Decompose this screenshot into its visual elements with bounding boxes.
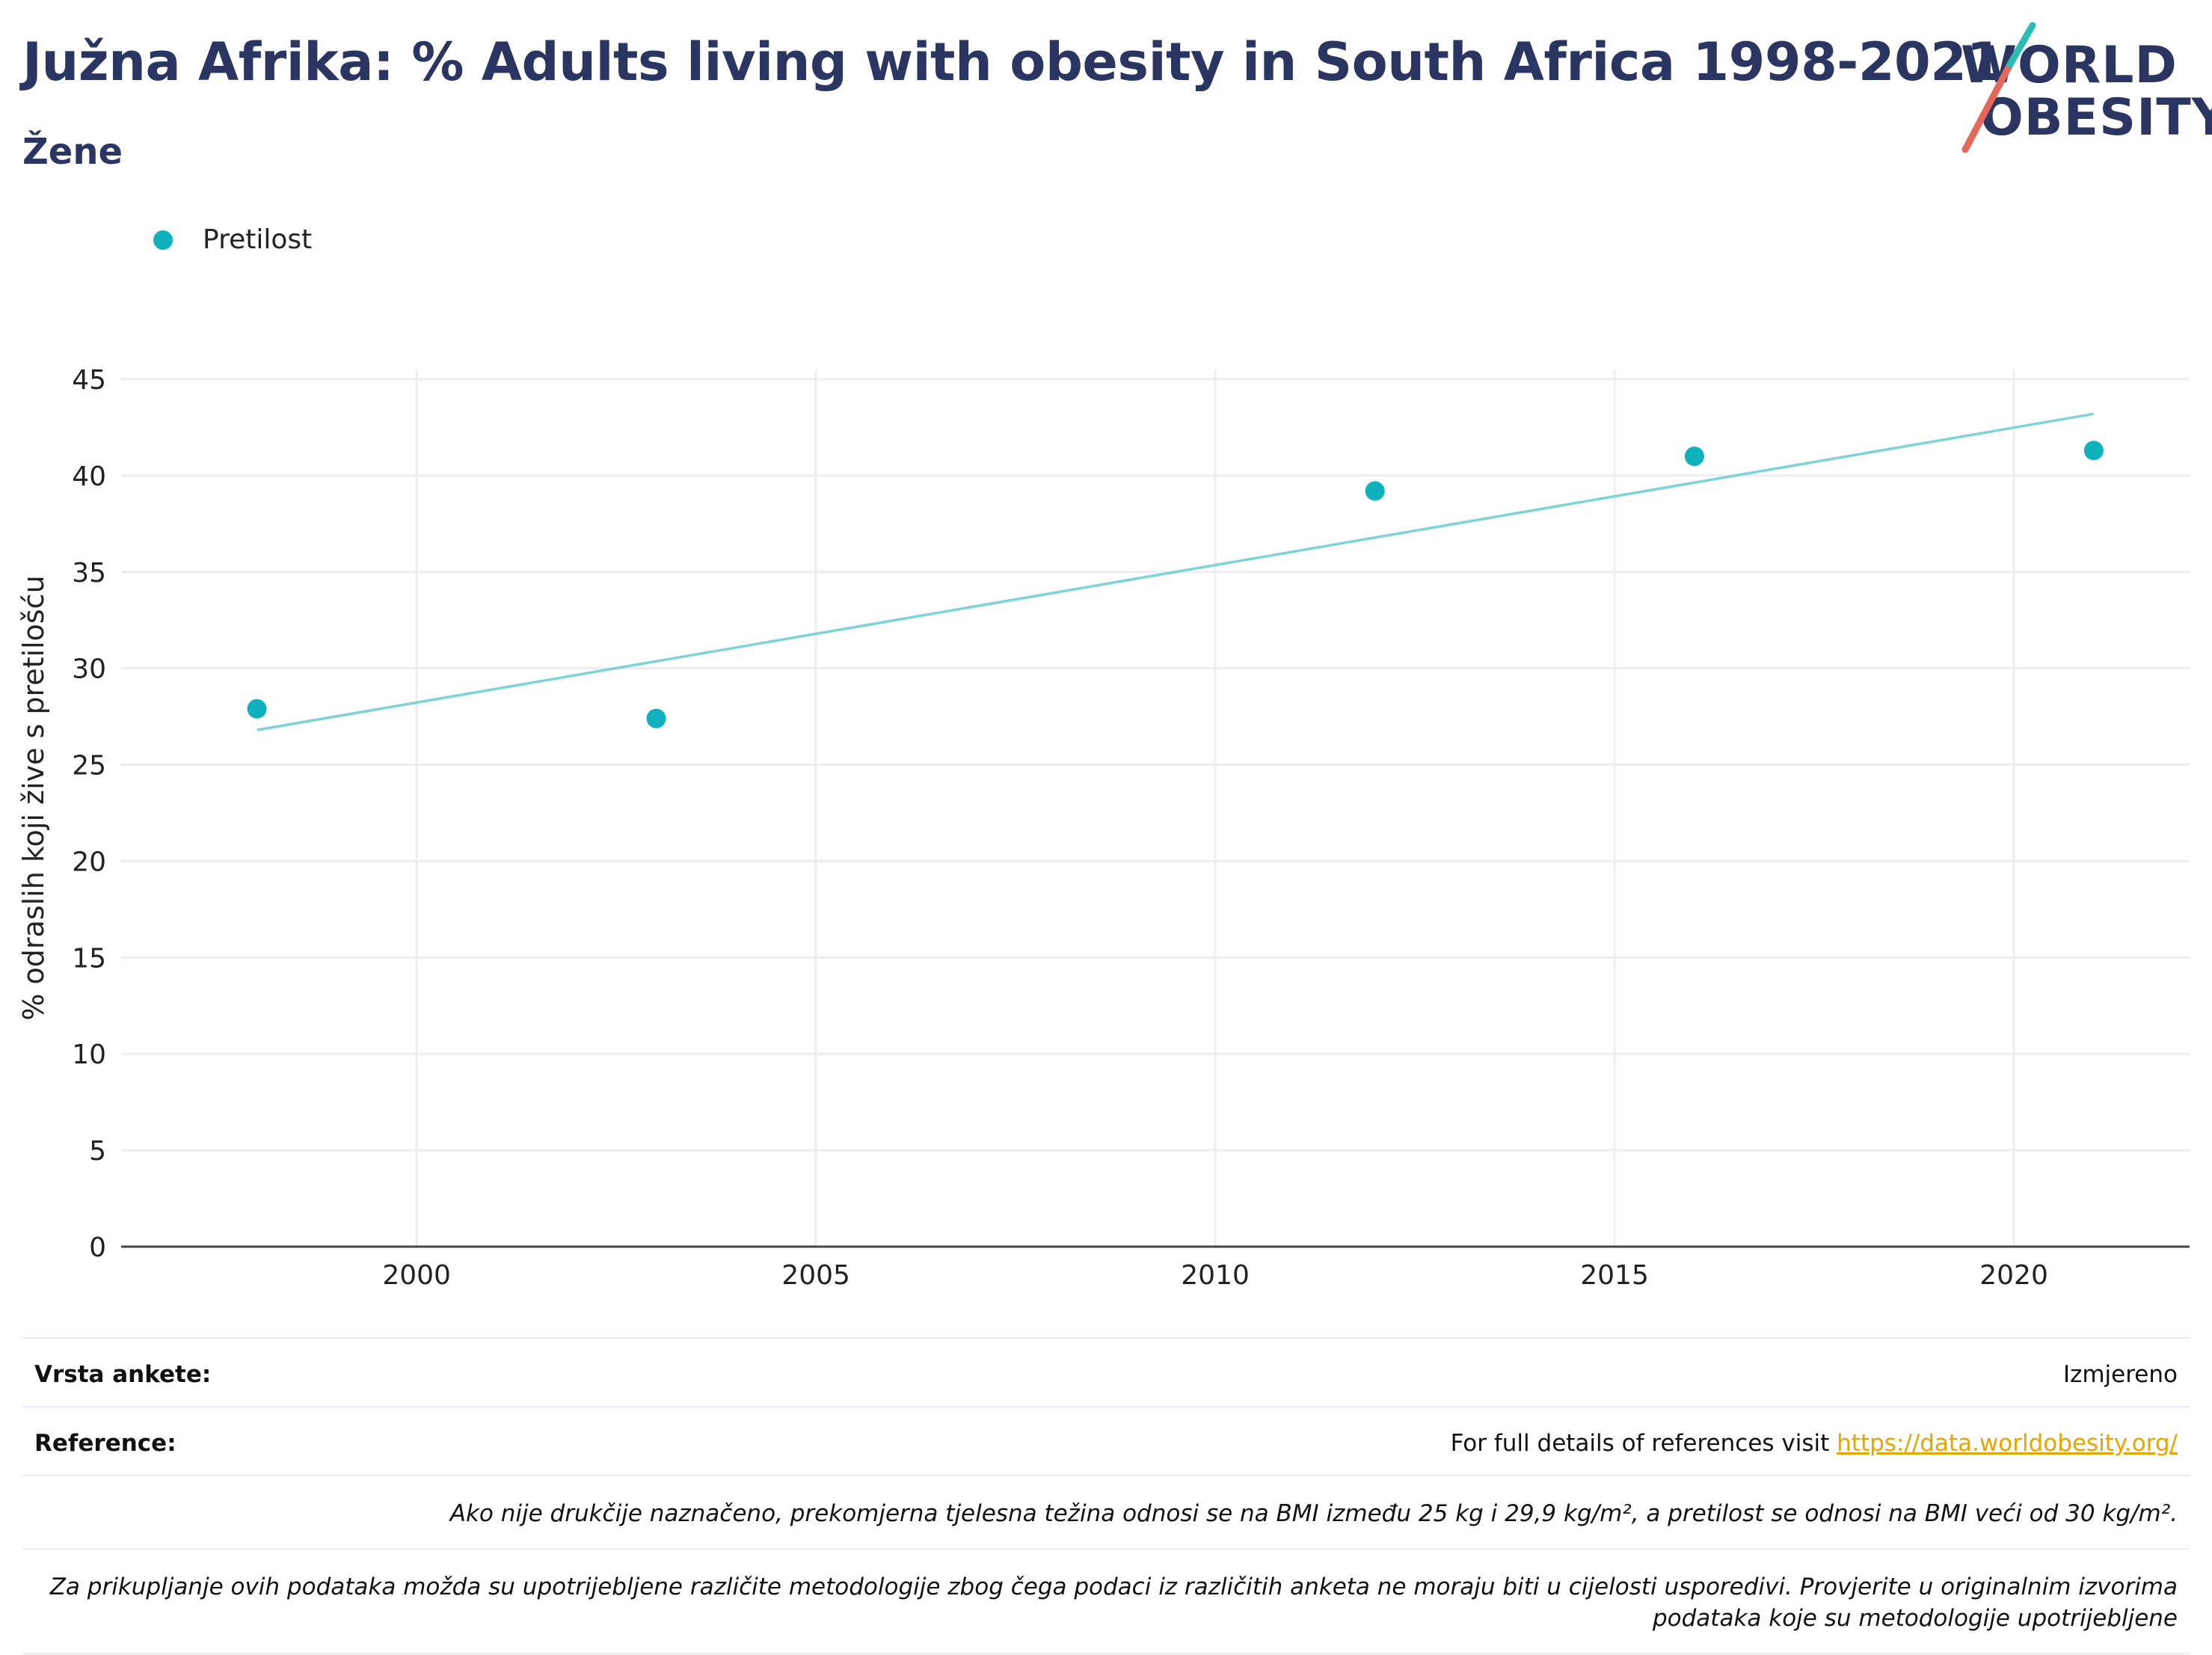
data-point	[1684, 446, 1704, 467]
bmi-note: Ako nije drukčije naznačeno, prekomjerna…	[449, 1500, 2178, 1527]
y-tick-label: 10	[72, 1040, 106, 1070]
logo-text-world: WORLD	[1961, 36, 2178, 95]
data-points	[247, 440, 2104, 728]
y-tick-label: 25	[72, 751, 106, 782]
bmi-note-row: Ako nije drukčije naznačeno, prekomjerna…	[22, 1475, 2190, 1548]
references-value: For full details of references visit htt…	[1451, 1430, 2178, 1457]
y-tick-label: 45	[72, 365, 106, 396]
grid-lines	[121, 370, 2190, 1247]
x-tick-label: 2005	[781, 1260, 850, 1291]
footer-table: Vrsta ankete: Izmjereno Reference: For f…	[22, 1337, 2190, 1654]
legend-label: Pretilost	[203, 224, 313, 255]
world-obesity-logo: WORLD OBESITY	[1937, 21, 2212, 159]
legend: Pretilost	[153, 224, 312, 255]
methodology-note-row: Za prikupljanje ovih podataka možda su u…	[22, 1547, 2190, 1654]
y-axis-label: % odraslih koji žive s pretilošću	[17, 575, 50, 1020]
logo-slash-icon	[1961, 22, 2036, 153]
y-tick-label: 5	[89, 1136, 106, 1167]
data-point	[646, 708, 666, 728]
chart-title: Južna Afrika: % Adults living with obesi…	[22, 31, 2003, 93]
y-tick-label: 40	[72, 461, 106, 492]
data-point	[2083, 440, 2104, 461]
data-point	[1365, 481, 1385, 501]
legend-marker	[153, 230, 173, 250]
x-tick-label: 2000	[382, 1260, 451, 1291]
references-link[interactable]: https://data.worldobesity.org/	[1837, 1430, 2178, 1457]
y-tick-labels: 0 5 10 15 20 25 30 35 40 45	[72, 365, 106, 1263]
y-tick-label: 15	[72, 943, 106, 974]
trend-line	[256, 412, 2095, 731]
references-text: For full details of references visit	[1450, 1430, 1837, 1457]
data-point	[247, 698, 267, 719]
x-tick-labels: 2000 2005 2010 2015 2020	[382, 1260, 2048, 1291]
survey-type-value: Izmjereno	[2062, 1361, 2178, 1388]
logo-text-obesity: OBESITY	[1980, 88, 2212, 147]
methodology-note: Za prikupljanje ovih podataka možda su u…	[49, 1573, 2178, 1632]
chart-subtitle: Žene	[22, 131, 123, 173]
y-tick-label: 35	[72, 558, 106, 589]
references-label: Reference:	[34, 1430, 176, 1457]
x-tick-label: 2015	[1580, 1260, 1649, 1291]
y-tick-label: 30	[72, 654, 106, 685]
y-tick-label: 0	[89, 1232, 106, 1263]
x-tick-label: 2020	[1979, 1260, 2048, 1291]
y-tick-label: 20	[72, 847, 106, 877]
survey-type-label: Vrsta ankete:	[34, 1361, 212, 1388]
x-tick-label: 2010	[1181, 1260, 1250, 1291]
survey-type-row: Vrsta ankete: Izmjereno	[22, 1337, 2190, 1406]
references-row: Reference: For full details of reference…	[22, 1406, 2190, 1475]
